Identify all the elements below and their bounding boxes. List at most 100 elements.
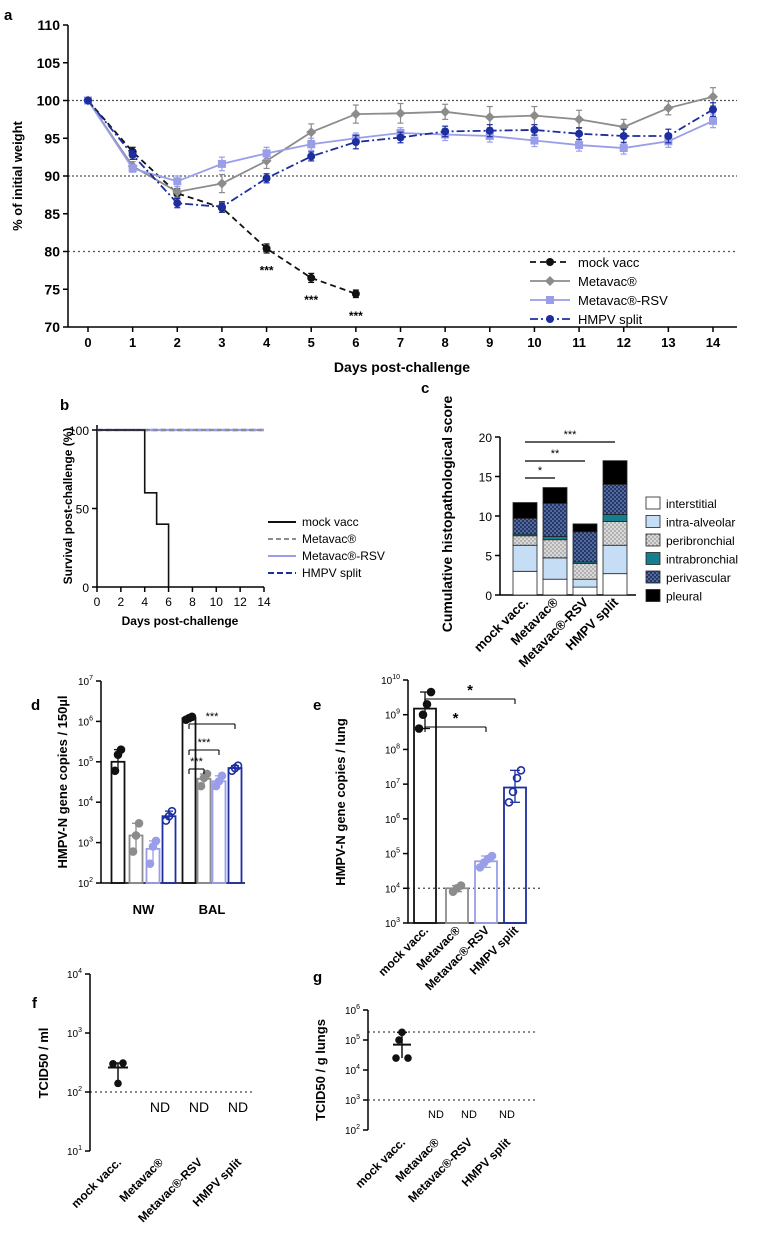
bar-segment — [602, 514, 628, 522]
bar-segment — [602, 521, 628, 546]
data-point — [440, 106, 451, 117]
panel-letter-f: f — [32, 995, 38, 1012]
y-tick-label: 70 — [44, 319, 60, 335]
bar — [196, 777, 212, 884]
x-tick-label: 10 — [210, 595, 224, 609]
significance-label: * — [467, 682, 473, 699]
significance-label: *** — [349, 309, 363, 323]
data-point — [128, 847, 138, 856]
y-tick-label: 109 — [385, 709, 400, 722]
panel-letter-g: g — [313, 969, 322, 986]
x-tick-label: 8 — [189, 595, 196, 609]
panel-d: 102 103 104 105 106 107 HMPV-N gene copies / 1… — [55, 675, 245, 917]
data-point — [619, 144, 628, 153]
y-tick-label: 104 — [78, 796, 93, 809]
x-tick-label: 7 — [397, 335, 404, 350]
y-tick-label: 101 — [67, 1145, 82, 1158]
y-tick-label: 85 — [44, 206, 60, 222]
data-point — [708, 91, 718, 102]
x-tick-label: 6 — [165, 595, 172, 609]
data-point — [109, 1060, 117, 1068]
y-tick-label: 0 — [485, 589, 492, 603]
data-point — [426, 687, 436, 697]
data-point — [350, 109, 361, 120]
data-point — [172, 186, 183, 197]
y-tick-label: 103 — [345, 1094, 360, 1107]
bar-segment — [572, 563, 598, 580]
data-point — [131, 831, 141, 840]
data-point — [414, 724, 424, 733]
data-point — [114, 1079, 122, 1088]
bar — [181, 717, 197, 884]
y-tick-label: 102 — [67, 1086, 82, 1099]
nd-label: ND — [189, 1099, 209, 1115]
x-tick-label: 10 — [527, 335, 541, 350]
x-tick-label: 14 — [257, 595, 271, 609]
x-tick-label: 2 — [174, 335, 181, 350]
y-tick-label: 80 — [44, 244, 60, 260]
bar-segment — [572, 531, 598, 563]
bar-segment — [572, 578, 598, 588]
data-point — [119, 1059, 127, 1067]
y-tick-label: 103 — [78, 837, 93, 850]
data-point — [530, 136, 539, 145]
data-point — [173, 199, 182, 208]
data-point — [664, 131, 673, 140]
data-point — [619, 131, 628, 140]
bar — [211, 780, 227, 884]
y-tick-label: 15 — [479, 471, 493, 485]
significance-label: *** — [198, 737, 212, 749]
x-tick-label: 12 — [616, 335, 630, 350]
x-tick-label: 1 — [129, 335, 136, 350]
legend-label: mock vacc — [302, 515, 359, 529]
panel-letter-c: c — [421, 380, 429, 397]
y-axis-title: Cumulative histopathological score — [439, 396, 455, 633]
legend-swatch — [645, 533, 661, 547]
data-point — [262, 174, 271, 183]
data-point — [395, 108, 406, 119]
data-point — [529, 110, 540, 121]
legend-marker — [546, 258, 554, 266]
data-point — [512, 773, 522, 783]
y-tick-label: 1010 — [381, 674, 400, 687]
x-axis-title: Days post-challenge — [122, 614, 239, 628]
data-point — [396, 133, 405, 142]
bar-segment — [512, 535, 538, 546]
legend-label: mock vacc — [578, 255, 640, 270]
data-point — [306, 127, 317, 138]
legend-label: Metavac® — [302, 532, 356, 546]
data-point — [261, 155, 272, 166]
y-tick-label: 20 — [479, 431, 493, 445]
legend-label: peribronchial — [666, 534, 735, 548]
y-tick-label: 104 — [67, 968, 82, 981]
panel-c: 0 5 10 15 20 Cumulative histopathological sco… — [439, 396, 738, 671]
y-axis-title: Survival post-challenge (%) — [61, 428, 75, 585]
data-point — [456, 881, 466, 890]
y-tick-label: 75 — [44, 281, 60, 297]
bar-segment — [542, 539, 568, 559]
x-tick-label: 3 — [218, 335, 225, 350]
bar-segment — [542, 536, 568, 541]
significance-label: ** — [551, 448, 560, 460]
y-tick-label: 106 — [345, 1004, 360, 1017]
x-tick-label: 13 — [661, 335, 675, 350]
legend-label: intra-alveolar — [666, 516, 735, 530]
x-tick-label: 0 — [84, 335, 91, 350]
data-point — [307, 273, 316, 282]
y-tick-label: 102 — [345, 1124, 360, 1137]
bar-segment — [542, 578, 568, 596]
legend-marker — [546, 315, 554, 323]
data-point — [351, 138, 360, 147]
data-point — [128, 150, 137, 159]
data-point — [504, 797, 514, 807]
y-tick-label: 95 — [44, 130, 60, 146]
data-point — [404, 1054, 412, 1062]
panel-e: 103 104 105 106 107 108 109 1010 HMPV-N gene cop… — [333, 674, 540, 993]
bar — [503, 786, 527, 924]
data-point — [196, 781, 206, 791]
category-label: mock vacc. — [68, 1155, 124, 1211]
x-tick-label: 9 — [486, 335, 493, 350]
y-axis-title: HMPV-N gene copies / 150µl — [55, 696, 70, 869]
